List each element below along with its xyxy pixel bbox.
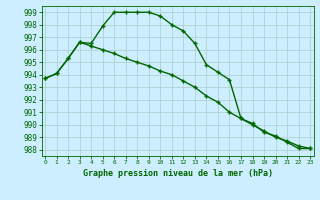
- X-axis label: Graphe pression niveau de la mer (hPa): Graphe pression niveau de la mer (hPa): [83, 169, 273, 178]
